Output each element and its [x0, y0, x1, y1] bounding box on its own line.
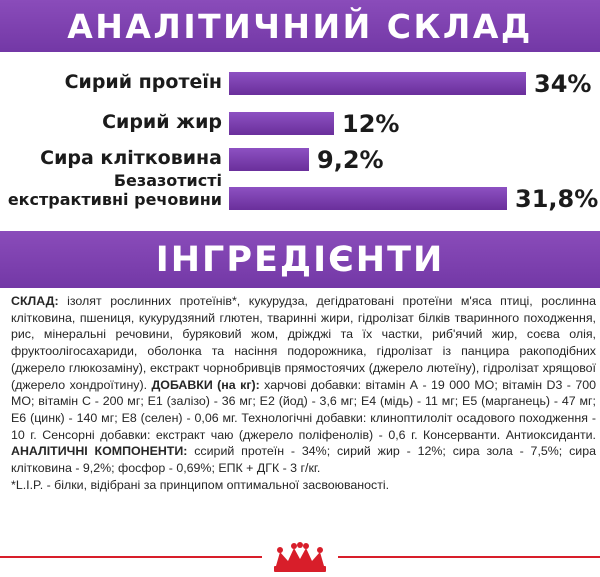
bar-label-1: Сирий протеїн	[64, 71, 222, 93]
bar-value-1: 34%	[534, 70, 592, 98]
footnote: *L.I.P. - білки, відібрані за принципом …	[11, 477, 390, 492]
bar-value-4: 31,8%	[515, 185, 599, 213]
ingredients-text: СКЛАД: ізолят рослинних протеїнів*, куку…	[11, 293, 596, 493]
bar-label-4-line-2: екстрактивні речовини	[7, 190, 222, 209]
analytic-components-text: ссирий протеїн - 34%; сирий жир - 12%; с…	[11, 444, 596, 476]
bar-3	[229, 148, 309, 171]
bar-2	[229, 112, 334, 135]
composition-label: СКЛАД:	[11, 294, 59, 308]
bar-value-2: 12%	[342, 110, 400, 138]
analytic-title: АНАЛІТИЧНИЙ СКЛАД	[67, 6, 533, 46]
bar-value-3: 9,2%	[317, 146, 384, 174]
ingredients-title: ІНГРЕДІЄНТИ	[155, 239, 445, 280]
bar-1	[229, 72, 526, 95]
royal-canin-crown-icon	[262, 542, 338, 577]
bar-label-4-line-1: Безазотисті	[113, 171, 222, 190]
additives-text: харчові добавки: вітамін А - 19 000 МО; …	[11, 377, 597, 442]
bar-label-3: Сира клітковина	[40, 147, 222, 169]
composition-text: ізолят рослинних протеїнів*, кукурудза, …	[11, 294, 596, 392]
additives-label: ДОБАВКИ (на кг):	[151, 377, 260, 392]
analytic-banner: АНАЛІТИЧНИЙ СКЛАД	[0, 0, 600, 52]
analytic-components-label: АНАЛІТИЧНІ КОМПОНЕНТИ:	[11, 444, 188, 459]
bar-4	[229, 187, 507, 210]
analytic-bar-chart: 34% Сирий протеїн 12% Сирий жир 9,2% Сира клі…	[0, 52, 600, 231]
ingredients-banner: ІНГРЕДІЄНТИ	[0, 231, 600, 288]
bar-label-2: Сирий жир	[102, 111, 222, 133]
